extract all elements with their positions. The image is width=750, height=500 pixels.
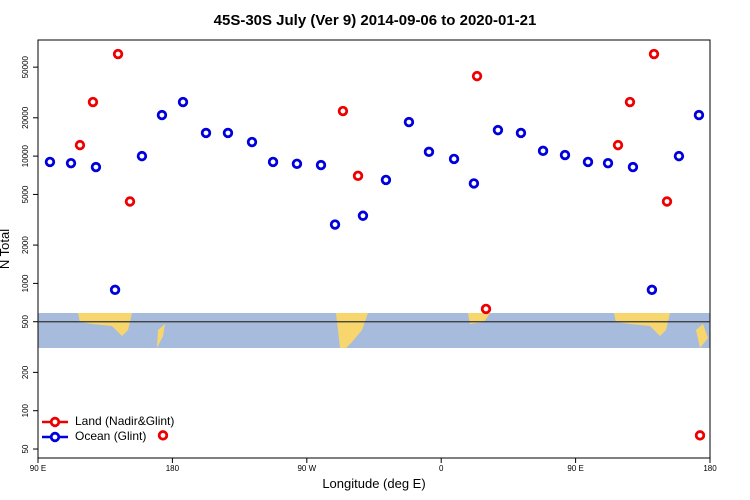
y-tick-label: 500: [21, 315, 30, 329]
point: [624, 96, 636, 108]
point: [157, 430, 169, 441]
land: [696, 324, 708, 348]
point: [291, 158, 303, 170]
plot-frame: [37, 39, 711, 459]
y-tick-label: 50000: [21, 55, 30, 78]
legend-marker: [49, 431, 61, 443]
point: [648, 48, 660, 60]
y-tick-label: 50: [21, 444, 30, 453]
point: [65, 157, 77, 169]
x-tick-label: 0: [439, 464, 444, 473]
x-tick-label: 90 E: [567, 464, 583, 473]
y-tick-label: 10000: [21, 144, 30, 167]
y-axis-label: N Total: [0, 229, 12, 269]
point: [515, 127, 527, 139]
x-tick-label: 90 E: [30, 464, 46, 473]
point: [246, 136, 258, 148]
y-tick-label: 100: [21, 403, 30, 417]
map-band: [38, 313, 710, 348]
point: [337, 105, 349, 117]
point: [448, 153, 460, 165]
point: [352, 170, 364, 182]
point: [480, 303, 492, 315]
y-tick-label: 20000: [21, 106, 30, 129]
x-tick-label: 90 W: [297, 464, 316, 473]
x-tick-label: 180: [703, 464, 717, 473]
point: [44, 156, 56, 168]
chart-title: 45S-30S July (Ver 9) 2014-09-06 to 2020-…: [214, 12, 537, 29]
legend-marker: [49, 416, 61, 428]
point: [403, 116, 415, 128]
point: [200, 127, 212, 139]
point: [136, 150, 148, 162]
point: [222, 127, 234, 139]
x-axis-label: Longitude (deg E): [322, 476, 425, 491]
point: [112, 48, 124, 60]
land: [157, 324, 165, 348]
point: [694, 430, 706, 441]
point: [74, 139, 86, 151]
point: [90, 161, 102, 173]
point: [693, 109, 705, 121]
y-tick-label: 5000: [21, 185, 30, 203]
point: [423, 146, 435, 158]
point: [582, 156, 594, 168]
point: [673, 150, 685, 162]
point: [559, 149, 571, 161]
point: [537, 145, 549, 157]
point: [612, 139, 624, 151]
point: [661, 196, 673, 207]
point: [468, 178, 480, 189]
legend-label: Land (Nadir&Glint): [75, 414, 174, 428]
point: [267, 156, 279, 168]
point: [315, 159, 327, 171]
point: [156, 109, 168, 121]
point: [177, 96, 189, 108]
y-tick-label: 2000: [21, 236, 30, 254]
y-tick-label: 200: [21, 365, 30, 379]
land: [78, 313, 132, 336]
land: [614, 313, 670, 336]
point: [87, 96, 99, 108]
legend-label: Ocean (Glint): [75, 429, 146, 443]
point: [602, 157, 614, 169]
point: [357, 210, 369, 221]
point: [124, 196, 136, 207]
point: [109, 284, 121, 296]
point: [471, 70, 483, 82]
point: [492, 124, 504, 136]
point: [627, 161, 639, 173]
ocean-band: [38, 313, 710, 348]
point: [329, 219, 341, 230]
point: [380, 174, 392, 186]
x-tick-label: 180: [166, 464, 180, 473]
point: [646, 284, 658, 296]
y-tick-label: 1000: [21, 274, 30, 292]
